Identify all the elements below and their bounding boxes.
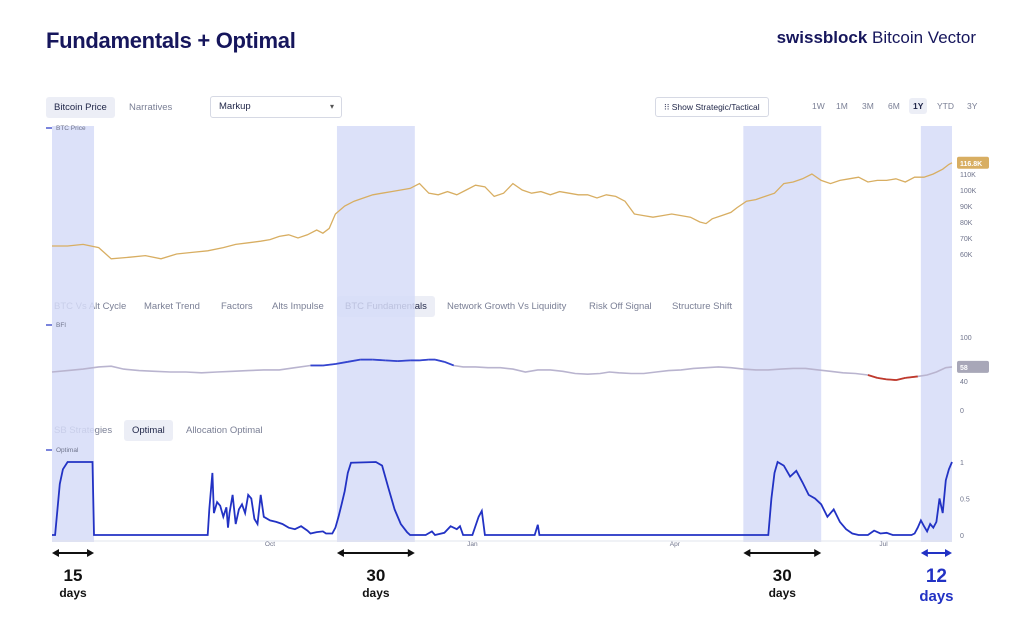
range-1w[interactable]: 1W <box>812 101 825 111</box>
chevron-down-icon: ▾ <box>329 102 334 111</box>
bfi-segment <box>385 359 398 362</box>
ytick-label: 80K <box>960 220 973 227</box>
arrowhead-right-icon <box>814 549 822 557</box>
tab-bitcoin-price[interactable]: Bitcoin Price <box>46 97 115 118</box>
brand-logo: swissblock Bitcoin Vector <box>777 28 976 48</box>
ytick-label: 110K <box>960 172 976 179</box>
legend-btc-price: BTC Price <box>56 125 86 132</box>
bfi-segment <box>877 376 887 381</box>
markup-select[interactable]: Markup ▾ <box>210 96 342 118</box>
legend-bfi: BFI <box>56 322 66 329</box>
bfi-segment <box>434 358 445 363</box>
optimal-line <box>52 460 953 537</box>
duration-label-1: 30 days <box>346 566 406 600</box>
bfi-segment <box>886 378 897 381</box>
bfi-segment <box>397 359 411 362</box>
bfi-segment <box>347 358 361 363</box>
highlight-band-1 <box>336 126 415 542</box>
tab-risk-off-signal[interactable]: Risk Off Signal <box>589 301 652 312</box>
bfi-segment <box>867 374 878 379</box>
last-value-label: 116.8K <box>960 161 982 168</box>
arrowhead-left-icon <box>743 549 751 557</box>
bfi-segment <box>444 360 455 367</box>
ytick-label: 70K <box>960 236 973 243</box>
page-title: Fundamentals + Optimal <box>46 28 296 53</box>
range-3m[interactable]: 3M <box>862 101 874 111</box>
duration-label-2: 30 days <box>752 566 812 600</box>
ytick-label: 0.5 <box>960 497 970 504</box>
strategic-tactical-label: Show Strategic/Tactical <box>671 102 760 112</box>
brackets-icon: ⁝⁝ <box>664 102 672 112</box>
bfi-segment <box>895 377 906 381</box>
duration-label-0: 15 days <box>43 566 103 600</box>
duration-number: 30 <box>772 566 792 585</box>
bfi-segment <box>419 358 429 362</box>
duration-unit: days <box>768 586 796 600</box>
range-3y[interactable]: 3Y <box>967 101 978 111</box>
markup-select-value: Markup <box>219 101 251 112</box>
ytick-label: 60K <box>960 252 973 259</box>
duration-unit: days <box>59 586 87 600</box>
arrowhead-left-icon <box>920 549 928 557</box>
ytick-label: 40 <box>960 379 968 386</box>
tab-market-trend[interactable]: Market Trend <box>144 301 200 312</box>
tab-alts-impulse[interactable]: Alts Impulse <box>272 301 324 312</box>
tab-factors[interactable]: Factors <box>221 301 253 312</box>
x-tick-label: Jul <box>879 541 888 548</box>
ytick-label: 0 <box>960 533 964 540</box>
duration-number: 15 <box>63 566 83 585</box>
ytick-label: 100K <box>960 188 977 195</box>
brand-product: Bitcoin Vector <box>872 28 976 47</box>
bfi-segment <box>335 360 349 365</box>
brand-name: swissblock <box>776 28 868 47</box>
highlight-band-2 <box>743 126 822 542</box>
tab-narratives[interactable]: Narratives <box>129 102 173 113</box>
bfi-line <box>51 358 953 381</box>
range-6m[interactable]: 6M <box>888 101 900 111</box>
last-value-badge <box>957 156 989 169</box>
last-value-badge <box>957 360 989 373</box>
arrowhead-left-icon <box>52 549 59 557</box>
duration-number: 12 <box>925 566 947 587</box>
tab-structure-shift[interactable]: Structure Shift <box>672 301 733 312</box>
arrowhead-right-icon <box>87 549 95 557</box>
btc-price-line <box>52 162 953 260</box>
x-tick-label: Oct <box>265 541 275 548</box>
x-tick-label: Apr <box>670 541 681 548</box>
arrowhead-right-icon <box>945 549 952 557</box>
tab-network-growth-vs-liquidity[interactable]: Network Growth Vs Liquidity <box>447 301 567 312</box>
bfi-segment <box>905 375 918 379</box>
bfi-segment <box>372 358 386 362</box>
strategic-tactical-button[interactable]: ⁝⁝ Show Strategic/Tactical <box>655 97 769 117</box>
ytick-label: 0 <box>960 408 964 415</box>
ytick-label: 1 <box>960 460 964 467</box>
bfi-segment <box>322 363 336 367</box>
range-1m[interactable]: 1M <box>836 101 848 111</box>
tab-optimal[interactable]: Optimal <box>124 420 173 441</box>
duration-unit: days <box>919 588 954 605</box>
range-ytd[interactable]: YTD <box>937 101 954 111</box>
duration-label-3: 12 days <box>906 566 966 605</box>
x-tick-label: Jan <box>467 541 478 548</box>
ytick-label: 90K <box>960 204 973 211</box>
tab-allocation-optimal[interactable]: Allocation Optimal <box>186 425 263 436</box>
duration-unit: days <box>362 586 390 600</box>
duration-number: 30 <box>366 566 386 585</box>
arrowhead-right-icon <box>407 549 415 557</box>
arrowhead-left-icon <box>336 549 344 557</box>
legend-optimal: Optimal <box>56 447 79 454</box>
range-1y[interactable]: 1Y <box>909 98 928 114</box>
last-value-label: 58 <box>960 365 968 372</box>
highlight-band-0 <box>52 126 95 542</box>
highlight-band-3 <box>920 126 952 542</box>
ytick-label: 100 <box>960 335 972 342</box>
